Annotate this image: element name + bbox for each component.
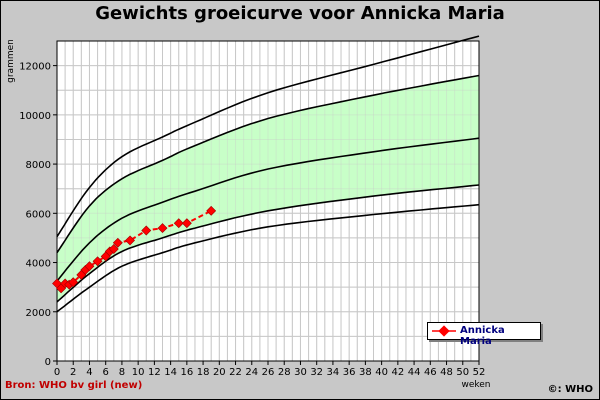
x-tick-label: 4 [86, 367, 92, 378]
x-tick-label: 26 [262, 367, 275, 378]
x-tick-label: 52 [473, 367, 486, 378]
data-point [92, 256, 103, 267]
x-tick-label: 16 [180, 367, 193, 378]
data-point [181, 218, 192, 229]
data-point [157, 223, 168, 234]
data-point [141, 225, 152, 236]
y-tick-label: 4000 [26, 259, 51, 270]
x-tick-label: 0 [54, 367, 60, 378]
y-tick-label: 0 [45, 357, 51, 368]
x-tick-label: 18 [197, 367, 210, 378]
x-tick-label: 32 [310, 367, 323, 378]
legend-marker-icon [432, 325, 456, 337]
x-tick-label: 46 [424, 367, 437, 378]
reference-curve-3 [56, 137, 480, 282]
x-tick-label: 24 [245, 367, 258, 378]
data-point [206, 205, 217, 216]
data-point [112, 237, 123, 248]
data-point [108, 244, 119, 254]
x-tick-label: 12 [148, 367, 161, 378]
reference-curve-4 [56, 74, 480, 254]
x-tick-label: 50 [456, 367, 469, 378]
x-tick-label: 22 [229, 367, 242, 378]
x-tick-label: 38 [359, 367, 372, 378]
x-tick-label: 34 [327, 367, 340, 378]
x-axis-label: weken [461, 380, 490, 390]
x-tick-label: 48 [440, 367, 453, 378]
x-tick-label: 20 [213, 367, 226, 378]
legend-label: Annicka Maria [460, 325, 505, 347]
x-tick-label: 36 [343, 367, 356, 378]
data-point [68, 277, 79, 288]
data-point [173, 218, 184, 229]
copyright-note: ©: WHO [547, 384, 593, 395]
y-tick-label: 10000 [19, 111, 51, 122]
legend: Annicka Maria [427, 322, 541, 347]
reference-curve-2 [56, 184, 480, 303]
y-axis-label: grammen [6, 39, 16, 83]
x-tick-label: 28 [278, 367, 291, 378]
reference-curve-5 [56, 35, 480, 238]
normal-range-band [57, 75, 479, 302]
source-note: Bron: WHO bv girl (new) [5, 380, 143, 391]
x-tick-label: 10 [132, 367, 145, 378]
data-point [125, 235, 135, 246]
x-tick-label: 40 [375, 367, 388, 378]
x-tick-label: 44 [408, 367, 421, 378]
x-tick-label: 6 [103, 367, 109, 378]
data-point [84, 261, 95, 272]
reference-curve-1 [56, 203, 480, 313]
x-tick-label: 8 [119, 367, 125, 378]
chart-title: Gewichts groeicurve voor Annicka Maria [95, 3, 505, 24]
x-tick-label: 2 [70, 367, 76, 378]
y-tick-label: 2000 [26, 308, 51, 319]
x-tick-label: 42 [391, 367, 404, 378]
x-tick-label: 14 [164, 367, 177, 378]
y-tick-label: 12000 [19, 62, 51, 73]
y-tick-label: 8000 [26, 160, 51, 171]
y-tick-label: 6000 [26, 209, 51, 220]
x-tick-label: 30 [294, 367, 307, 378]
